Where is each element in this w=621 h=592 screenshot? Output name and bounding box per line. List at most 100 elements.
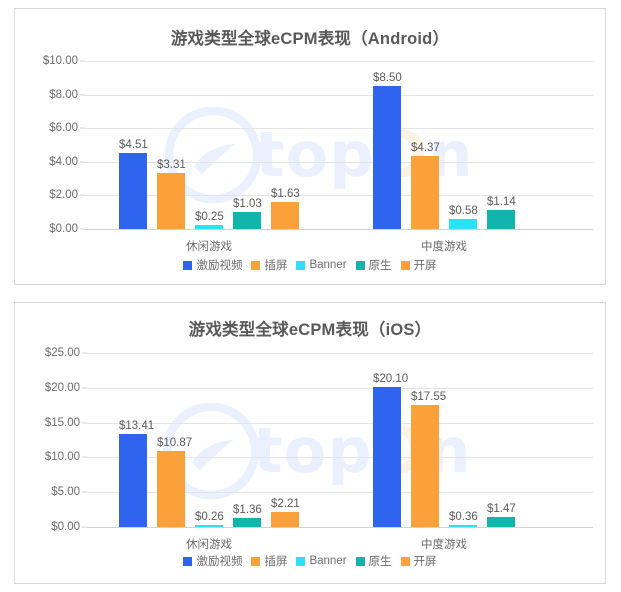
chart-panel-android: 游戏类型全球eCPM表现（Android） topOn $0.00 $2.00 $4… bbox=[14, 8, 606, 285]
legend-label: 插屏 bbox=[264, 556, 288, 568]
y-axis-label: $4.00 bbox=[49, 155, 78, 168]
bar-rect[interactable] bbox=[119, 433, 147, 527]
bar-container: $4.51 bbox=[119, 139, 148, 229]
gridline bbox=[85, 128, 593, 130]
bar-Banner[interactable]: $0.25 bbox=[195, 61, 224, 229]
bar-rect[interactable] bbox=[157, 451, 185, 527]
bar-rect[interactable] bbox=[119, 153, 147, 229]
y-axis-label: $8.00 bbox=[49, 88, 78, 101]
bar-rect[interactable] bbox=[233, 517, 261, 527]
gridline bbox=[85, 161, 593, 163]
legend-item-开屏[interactable]: 开屏 bbox=[400, 257, 437, 273]
bar-container: $1.03 bbox=[233, 198, 262, 229]
y-axis-tick bbox=[82, 352, 87, 354]
bar-插屏[interactable]: $10.87 bbox=[157, 353, 192, 527]
bar-原生[interactable]: $1.47 bbox=[487, 353, 516, 527]
bar-Banner[interactable]: $0.58 bbox=[449, 61, 478, 229]
bar-Banner[interactable]: $0.36 bbox=[449, 353, 478, 527]
bar-原生[interactable]: $1.03 bbox=[233, 61, 262, 229]
bar-原生[interactable]: $1.36 bbox=[233, 353, 262, 527]
y-axis-tick bbox=[82, 526, 87, 528]
y-axis-tick bbox=[82, 491, 87, 493]
bar-value-label: $0.58 bbox=[449, 205, 478, 218]
bar-value-label: $0.36 bbox=[449, 510, 478, 523]
chart-legend-android: 激励视频 插屏 Banner 原生 开屏 bbox=[15, 257, 605, 273]
bar-container: $2.21 bbox=[271, 498, 300, 527]
bar-rect[interactable] bbox=[233, 211, 261, 229]
bar-开屏[interactable]: $2.21 bbox=[271, 353, 300, 527]
bar-插屏[interactable]: $17.55 bbox=[411, 353, 446, 527]
bar-插屏[interactable]: $4.37 bbox=[411, 61, 440, 229]
bar-激励视频[interactable]: $20.10 bbox=[373, 353, 408, 527]
y-axis-tick bbox=[80, 127, 85, 129]
y-axis-label: $10.00 bbox=[44, 451, 80, 464]
x-axis-category-label: 中度游戏 bbox=[421, 539, 467, 551]
bar-value-label: $0.26 bbox=[195, 511, 224, 523]
bar-rect[interactable] bbox=[487, 209, 515, 229]
bar-group-midcore: $20.10 $17.55 $0.36 $1.47 中度游戏 bbox=[373, 353, 516, 551]
legend-label: 原生 bbox=[368, 556, 392, 568]
bar-value-label: $13.41 bbox=[119, 419, 155, 432]
bar-rect[interactable] bbox=[195, 525, 223, 527]
chart-panel-ios: 游戏类型全球eCPM表现（iOS） topOn $0.00$5.00$10.00… bbox=[14, 302, 606, 584]
legend-item-原生[interactable]: 原生 bbox=[355, 553, 392, 569]
bar-rect[interactable] bbox=[373, 387, 401, 527]
bar-value-label: $2.21 bbox=[271, 497, 300, 510]
bar-rect[interactable] bbox=[411, 404, 439, 527]
legend-item-插屏[interactable]: 插屏 bbox=[251, 257, 287, 273]
bar-rect[interactable] bbox=[411, 155, 439, 229]
bar-rect[interactable] bbox=[373, 86, 401, 229]
bar-container: $0.36 bbox=[449, 511, 478, 527]
legend-item-原生[interactable]: 原生 bbox=[355, 257, 392, 273]
legend-item-开屏[interactable]: 开屏 bbox=[400, 553, 437, 569]
chart-legend-ios: 激励视频 插屏 Banner 原生 开屏 bbox=[15, 553, 605, 569]
y-axis-label: $6.00 bbox=[49, 122, 78, 135]
legend-swatch-icon bbox=[400, 260, 410, 270]
gridline bbox=[87, 492, 593, 494]
y-axis-tick bbox=[80, 194, 85, 196]
bar-value-label: $3.31 bbox=[157, 159, 186, 172]
legend-item-插屏[interactable]: 插屏 bbox=[251, 553, 287, 569]
gridline bbox=[87, 353, 593, 354]
legend-label: 插屏 bbox=[264, 260, 288, 272]
legend-label: 原生 bbox=[368, 260, 392, 272]
bar-激励视频[interactable]: $13.41 bbox=[119, 353, 154, 527]
legend-item-激励视频[interactable]: 激励视频 bbox=[183, 257, 242, 273]
y-axis-tick bbox=[82, 422, 87, 424]
bar-container: $1.14 bbox=[487, 196, 516, 229]
y-axis-tick bbox=[80, 161, 85, 163]
bar-group-casual: $4.51 $3.31 $0.25 $1.03 $1.63 休闲游戏 bbox=[119, 61, 300, 253]
bar-rect[interactable] bbox=[271, 201, 299, 229]
bar-rect[interactable] bbox=[271, 511, 299, 527]
bar-rect[interactable] bbox=[195, 224, 223, 229]
bar-rect[interactable] bbox=[449, 219, 477, 229]
bar-container: $0.58 bbox=[449, 205, 478, 229]
bar-value-label: $1.03 bbox=[233, 197, 262, 210]
plot-area-android: $0.00 $2.00 $4.00 $6.00 $8.00 $10.00 $4.51 $3.3… bbox=[43, 55, 593, 253]
legend-label: 激励视频 bbox=[196, 556, 243, 568]
bar-Banner[interactable]: $0.26 bbox=[195, 353, 224, 527]
legend-item-Banner[interactable]: Banner bbox=[296, 259, 347, 271]
legend-swatch-icon bbox=[296, 260, 306, 270]
bar-rect[interactable] bbox=[487, 516, 515, 527]
y-axis-label: $0.00 bbox=[51, 521, 80, 533]
legend-swatch-icon bbox=[183, 556, 193, 566]
bar-value-label: $10.87 bbox=[157, 437, 193, 450]
legend-swatch-icon bbox=[400, 556, 410, 566]
gridline bbox=[85, 229, 593, 230]
bar-container: $4.37 bbox=[411, 142, 440, 229]
bar-激励视频[interactable]: $4.51 bbox=[119, 61, 148, 229]
bar-插屏[interactable]: $3.31 bbox=[157, 61, 186, 229]
gridline bbox=[87, 387, 593, 389]
bar-rect[interactable] bbox=[157, 173, 185, 229]
bar-激励视频[interactable]: $8.50 bbox=[373, 61, 402, 229]
y-axis-tick bbox=[80, 228, 85, 230]
legend-item-Banner[interactable]: Banner bbox=[296, 555, 347, 567]
legend-swatch-icon bbox=[355, 260, 365, 270]
bar-开屏[interactable]: $1.63 bbox=[271, 61, 300, 229]
bar-rect[interactable] bbox=[449, 524, 477, 527]
bar-value-label: $1.14 bbox=[487, 195, 516, 208]
bar-原生[interactable]: $1.14 bbox=[487, 61, 516, 229]
legend-item-激励视频[interactable]: 激励视频 bbox=[183, 553, 242, 569]
bar-container: $1.47 bbox=[487, 503, 516, 527]
